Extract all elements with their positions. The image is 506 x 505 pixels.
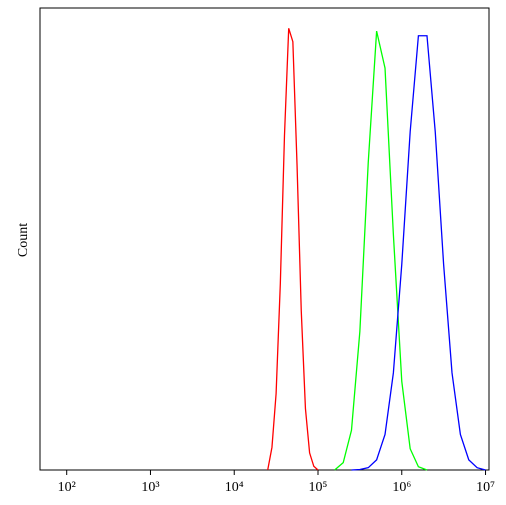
histogram-line	[267, 28, 319, 471]
y-axis-label: Count	[16, 223, 31, 257]
histogram-line	[351, 35, 486, 471]
x-tick-label: 10⁴	[225, 480, 244, 495]
histogram-line	[334, 30, 428, 471]
plot-frame	[39, 7, 490, 471]
x-tick-label: 10⁵	[309, 480, 328, 495]
x-tick-label: 10²	[58, 480, 76, 495]
x-tick-label: 10³	[141, 480, 159, 495]
x-tick-label: 10⁶	[392, 480, 411, 495]
x-tick-label: 10⁷	[476, 480, 495, 495]
